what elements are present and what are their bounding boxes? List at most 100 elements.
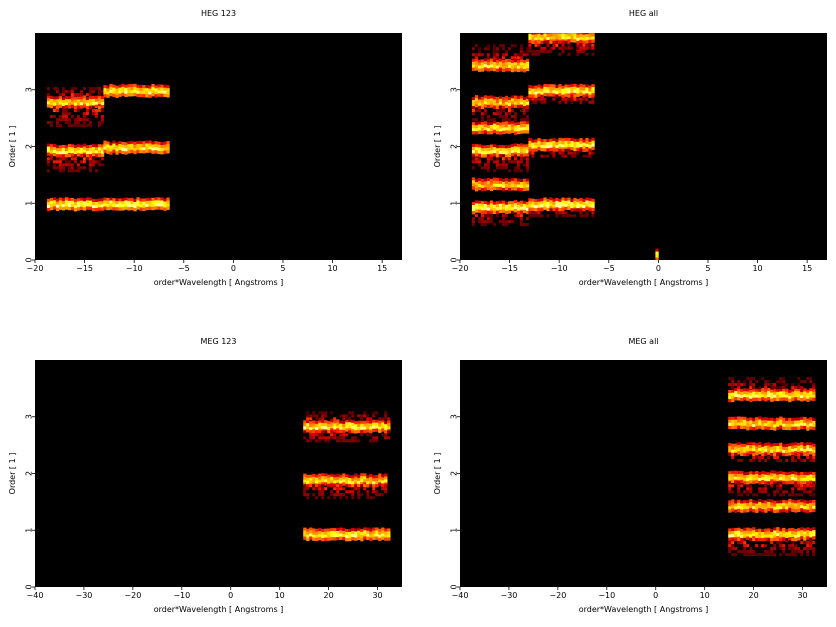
heat-cell [378,493,382,497]
heat-cell [49,101,54,106]
heat-cell [573,208,577,212]
heat-cell [809,487,813,491]
heat-cell [124,200,128,204]
heat-cell [58,203,63,207]
heat-cell [740,425,744,429]
heat-cell [758,394,762,399]
heat-cell [477,47,481,51]
y-axis-label: Order [ 1 ] [8,126,17,168]
heat-cell [743,478,747,482]
heat-cell [474,147,479,151]
heat-cell [576,40,580,45]
heat-cell [342,436,346,440]
heat-cell [67,118,71,122]
heat-cell [570,151,574,155]
heat-cell [761,471,765,475]
heat-cell [486,56,490,60]
heat-cell [570,144,574,148]
heat-cell [504,163,508,167]
heat-cell [513,125,518,129]
heat-cell [492,186,497,190]
heat-cell [366,426,370,430]
heat-cell [312,411,316,415]
heat-cell [64,160,68,164]
heat-cell [333,420,337,424]
heat-cell [779,503,783,507]
heat-cell [498,203,503,207]
heat-cell [495,160,499,164]
heat-cell [112,207,116,211]
heat-cell [130,200,134,205]
heat-cell [309,421,313,425]
heat-cell [767,420,771,424]
heat-cell [791,442,795,447]
heat-cell [73,199,78,203]
heat-cell [495,163,499,167]
heat-cell [749,477,753,481]
heat-cell [486,44,490,48]
heat-cell [737,442,741,446]
heat-cell [540,138,544,143]
heat-cell [121,147,125,152]
heat-cell [127,84,131,88]
heat-cell [588,138,592,143]
heat-cell [378,417,382,421]
heat-cell [363,482,367,486]
heat-cell [770,538,774,542]
heat-cell [561,40,565,44]
heat-cell [779,493,783,497]
heat-cell [345,419,349,423]
heat-cell [800,389,804,393]
heat-cell [567,43,571,47]
heat-cell [507,100,512,104]
heat-cell [387,423,391,427]
heat-cell [737,383,741,387]
heat-cell [555,40,559,44]
heat-cell [318,537,322,541]
heat-cell [372,414,376,418]
y-tick-label: 3 [25,414,34,419]
heat-cell [70,101,75,105]
heat-cell [519,185,524,189]
heat-cell [348,534,352,539]
heat-cell [492,112,496,116]
heat-cell [731,470,735,474]
y-tick-label: 3 [450,87,459,92]
heat-cell [127,147,131,151]
heat-cell [85,206,90,210]
heat-cell [513,98,518,102]
heat-cell [537,33,541,38]
y-axis-label: Order [ 1 ] [8,453,17,495]
heat-cell [791,448,795,453]
heat-cell [767,426,771,430]
heat-cell [740,473,744,478]
heat-cell [564,33,568,34]
heat-cell [474,157,478,161]
heat-cell [336,428,340,432]
heat-cell [525,210,530,215]
heat-cell [752,453,756,456]
heat-cell [489,58,494,62]
heat-cell [327,421,331,425]
heat-cell [480,166,484,170]
heat-cell [579,46,583,50]
heat-cell [106,88,110,92]
heat-cell [46,157,50,161]
heat-cell [779,471,783,475]
heat-cell [483,204,488,208]
heat-cell [803,547,807,551]
heat-cell [516,121,521,126]
heat-cell [501,59,506,64]
heat-cell [109,92,113,97]
heat-cell [764,398,768,402]
heat-cell [324,430,328,434]
heat-cell [480,207,485,211]
heat-cell [552,140,556,145]
heat-cell [339,436,343,440]
heat-cell [809,538,813,542]
heat-cell [794,506,798,510]
heat-cell [121,144,125,149]
heat-cell [73,154,77,158]
heat-cell [803,484,807,488]
heat-cell [321,422,325,427]
